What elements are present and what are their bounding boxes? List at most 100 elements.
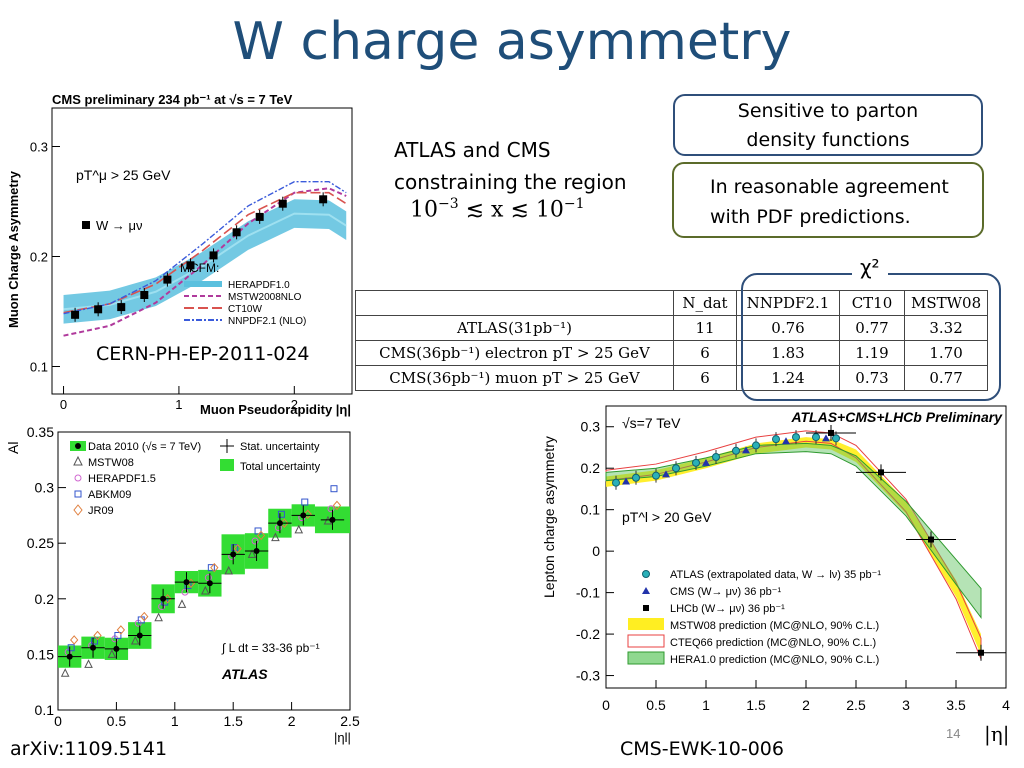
atlas-reference: arXiv:1109.5141 xyxy=(10,738,168,760)
legend-entry: HERAPDF1.5 xyxy=(88,473,156,485)
table-header xyxy=(355,290,674,316)
x-region-formula: 10−3 ≲ x ≲ 10−1 xyxy=(410,196,585,222)
model-point-jr09 xyxy=(233,544,242,554)
legend-entry: ABKM09 xyxy=(88,489,131,501)
series-line-2 xyxy=(63,191,347,314)
data-point xyxy=(300,512,307,519)
model-point-mstw08 xyxy=(177,599,187,608)
model-point-mstw08 xyxy=(247,549,257,558)
x-tick-label: 0.5 xyxy=(107,713,127,729)
legend-entry: MSTW2008NLO xyxy=(228,292,302,303)
atlas-point xyxy=(752,441,760,450)
text-line: ATLAS and CMS xyxy=(394,138,551,162)
legend-swatch xyxy=(627,651,665,665)
model-point-jr09 xyxy=(116,625,126,635)
callout-line: Sensitive to parton xyxy=(737,100,919,122)
x-tick-label: 1 xyxy=(702,697,710,713)
data-point xyxy=(140,291,149,299)
data-point xyxy=(71,310,80,319)
y-tick-label: -0.1 xyxy=(576,585,600,601)
atlas-point xyxy=(712,453,720,462)
legend-entry: Stat. uncertainty xyxy=(240,441,320,453)
atlas-point xyxy=(812,433,820,442)
table-cell: 1.83 xyxy=(736,340,840,366)
legend-entry: LHCb (W→ μν) 36 pb⁻¹ xyxy=(670,603,785,615)
plot-title: ATLAS+CMS+LHCb Preliminary xyxy=(790,409,1003,425)
table-cell: 11 xyxy=(673,315,737,341)
formula-part: 10 xyxy=(410,197,438,223)
prediction-band-2 xyxy=(605,442,982,619)
model-point-herapdf xyxy=(251,537,259,545)
lhcb-point xyxy=(978,649,984,656)
lhc-reference: CMS-EWK-10-006 xyxy=(620,738,784,760)
legend-data-label: W → μν xyxy=(96,218,142,233)
y-tick-label: 0.3 xyxy=(35,480,55,496)
table-cell: 0.76 xyxy=(736,315,840,341)
legend-swatch xyxy=(642,587,650,594)
x-tick-label: 2 xyxy=(291,397,298,412)
model-point-mstw08 xyxy=(130,635,140,645)
table-header: CT10 xyxy=(839,290,905,316)
atlas-label: ATLAS xyxy=(221,666,268,682)
y-tick-label: -0.3 xyxy=(576,668,600,684)
page-number: 14 xyxy=(946,726,961,741)
legend-entry: CT10W xyxy=(228,304,262,315)
legend-swatch xyxy=(628,618,664,630)
table-cell: ATLAS(31pb⁻¹) xyxy=(355,315,674,341)
model-point-abkm xyxy=(114,631,122,639)
data-point xyxy=(136,632,143,639)
x-tick-label: 1 xyxy=(171,713,179,729)
atlas-point xyxy=(792,433,800,442)
x-tick-label: 4 xyxy=(1002,697,1010,713)
x-tick-label: 0 xyxy=(60,397,67,412)
energy-annotation: √s=7 TeV xyxy=(622,415,681,431)
legend-entry: HERA1.0 prediction (MC@NLO, 90% C.L.) xyxy=(670,654,879,666)
atlas-point xyxy=(612,478,620,487)
model-point-abkm xyxy=(277,510,285,518)
legend-entry: MSTW08 prediction (MC@NLO, 90% C.L.) xyxy=(670,620,879,632)
table-header: N_dat xyxy=(673,290,737,316)
plot-title: CMS preliminary 234 pb⁻¹ at √s = 7 TeV xyxy=(52,92,293,107)
cms-muon-asymmetry-plot: CMS preliminary 234 pb⁻¹ at √s = 7 TeV 0… xyxy=(6,92,353,417)
x-tick-label: 0 xyxy=(602,697,610,713)
legend-entry: Total uncertainty xyxy=(240,461,321,473)
y-tick-label: 0.3 xyxy=(30,140,48,155)
table-cell: CMS(36pb⁻¹) electron pT > 25 GeV xyxy=(355,340,674,366)
data-point xyxy=(319,195,328,204)
x-tick-label: 2 xyxy=(802,697,810,713)
model-point-jr09 xyxy=(70,635,79,645)
text-line: constraining the region xyxy=(394,170,627,194)
plot-frame xyxy=(51,107,353,395)
data-point xyxy=(276,520,283,527)
model-point-jr09 xyxy=(332,500,342,511)
model-point-abkm xyxy=(231,544,239,552)
x-tick-label: 2.5 xyxy=(340,713,360,729)
prediction-lines xyxy=(63,180,347,337)
legend-swatch xyxy=(75,443,81,449)
legend-swatch xyxy=(627,634,665,648)
cms-reference: CERN-PH-EP-2011-024 xyxy=(96,343,310,365)
pt-cut-annotation: pT^μ > 25 GeV xyxy=(76,167,171,183)
x-axis-label: Muon Pseudorapidity |η| xyxy=(200,402,351,417)
model-point-jr09 xyxy=(210,562,219,573)
y-tick-label: 0.1 xyxy=(30,360,48,375)
x-tick-label: 3.5 xyxy=(946,697,966,713)
model-point-mstw08 xyxy=(84,659,93,668)
atlas-point xyxy=(732,446,740,455)
y-tick-label: 0 xyxy=(592,543,600,559)
data-point xyxy=(255,212,264,221)
data-point xyxy=(160,595,167,602)
model-point-abkm xyxy=(301,498,309,506)
atlas-point xyxy=(632,473,640,482)
data-point xyxy=(90,644,97,651)
legend-swatch xyxy=(642,570,650,578)
table-cell: 0.77 xyxy=(903,365,989,391)
callout-line: with PDF predictions. xyxy=(710,206,911,228)
cms-point xyxy=(742,446,750,454)
chi2-label: χ² xyxy=(852,255,888,279)
data-point xyxy=(117,303,126,312)
legend-entry: NNPDF2.1 (NLO) xyxy=(228,316,306,327)
series-line-1 xyxy=(63,187,347,337)
cms-point xyxy=(622,477,630,485)
model-point-jr09 xyxy=(256,530,266,541)
